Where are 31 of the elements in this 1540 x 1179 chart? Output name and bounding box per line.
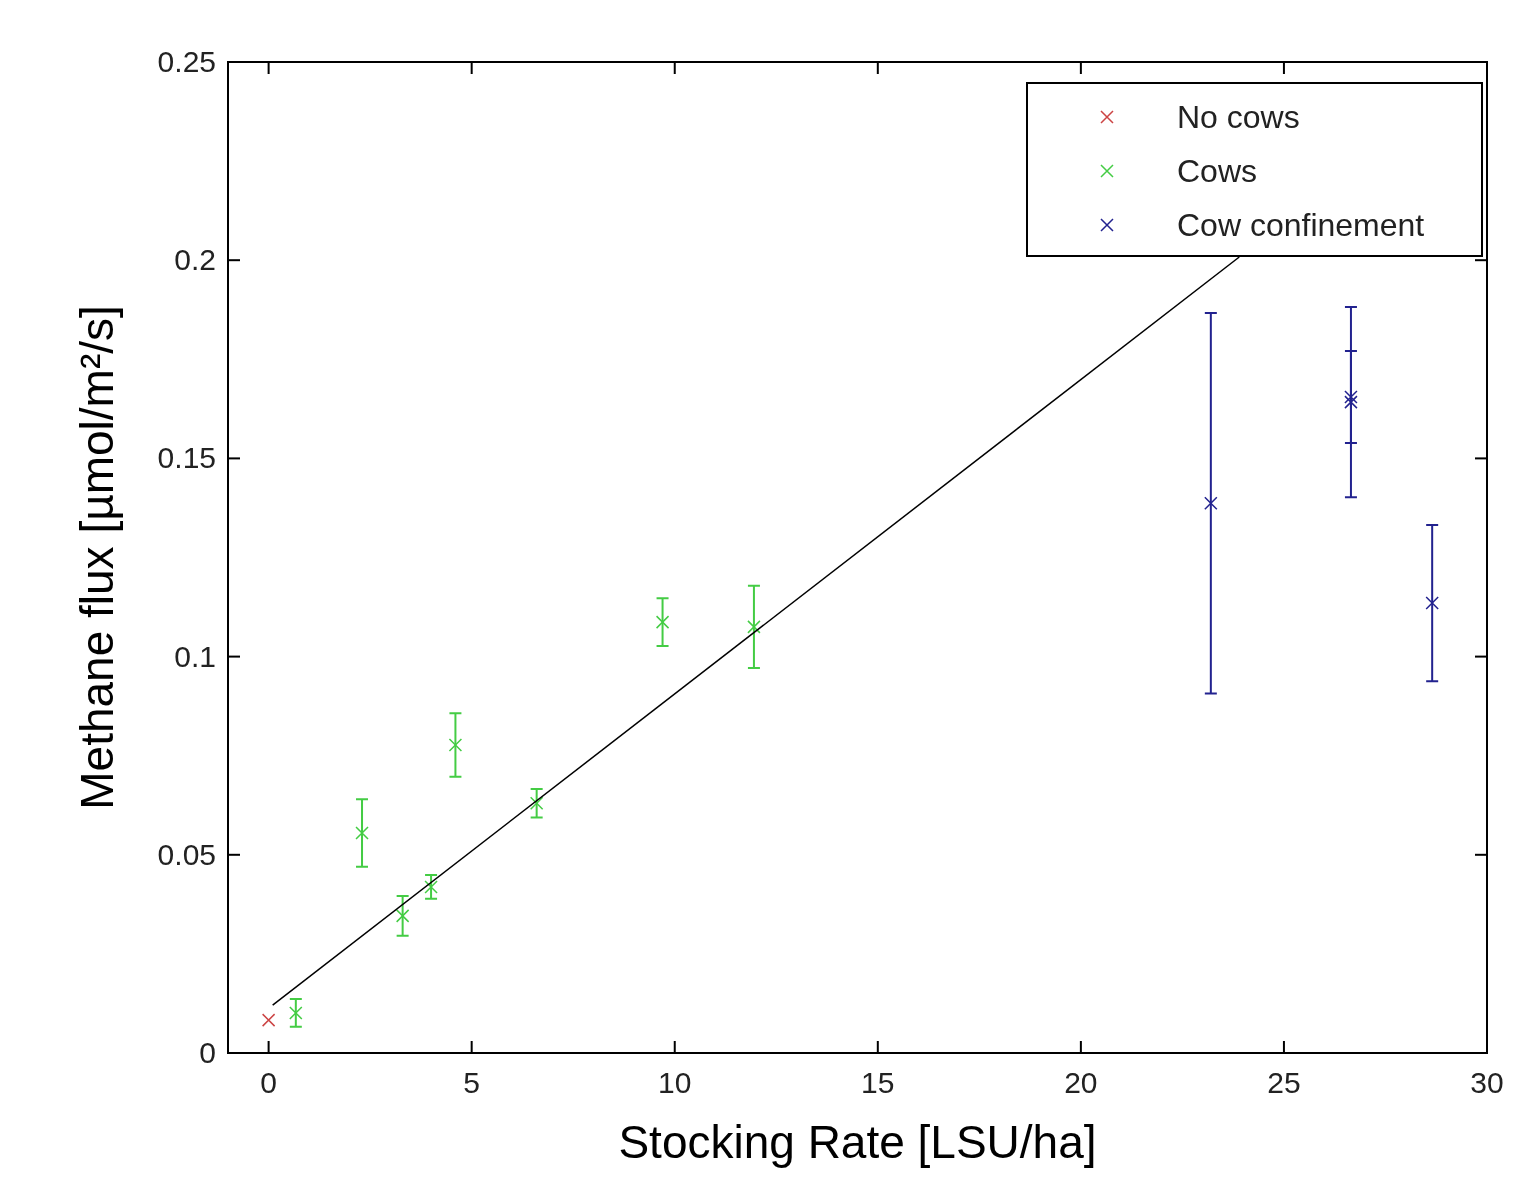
x-tick-label: 0 — [260, 1066, 277, 1099]
y-tick-label: 0.05 — [157, 837, 216, 871]
point — [655, 615, 670, 629]
y-tick-label: 0 — [199, 1036, 216, 1069]
point — [1204, 496, 1218, 510]
point — [1425, 596, 1439, 610]
legend-label: Cows — [1177, 153, 1258, 189]
x-tick-label: 15 — [861, 1066, 895, 1099]
x-tick-label: 25 — [1267, 1066, 1301, 1099]
y-tick-label: 0.2 — [174, 243, 216, 277]
x-tick-label: 10 — [658, 1066, 692, 1099]
x-tick-label: 20 — [1064, 1066, 1098, 1099]
point — [424, 880, 438, 894]
point — [448, 738, 463, 752]
point — [747, 620, 761, 634]
x-tick-label: 30 — [1470, 1066, 1504, 1099]
point — [289, 1006, 303, 1020]
point — [261, 1013, 276, 1027]
legend-label: No cows — [1177, 99, 1300, 135]
y-tick-label: 0.1 — [174, 639, 216, 673]
y-axis-title: Methane flux [µmol/m²/s] — [71, 305, 123, 810]
legend-label: Cow confinement — [1177, 207, 1425, 243]
x-tick-label: 5 — [463, 1066, 481, 1099]
point — [1344, 395, 1358, 409]
point — [355, 826, 369, 840]
point — [1344, 390, 1358, 404]
point — [529, 796, 544, 811]
point — [395, 909, 410, 923]
x-axis-title: Stocking Rate [LSU/ha] — [618, 1116, 1097, 1168]
y-tick-label: 0.15 — [157, 441, 216, 475]
y-tick-label: 0.25 — [157, 45, 216, 78]
